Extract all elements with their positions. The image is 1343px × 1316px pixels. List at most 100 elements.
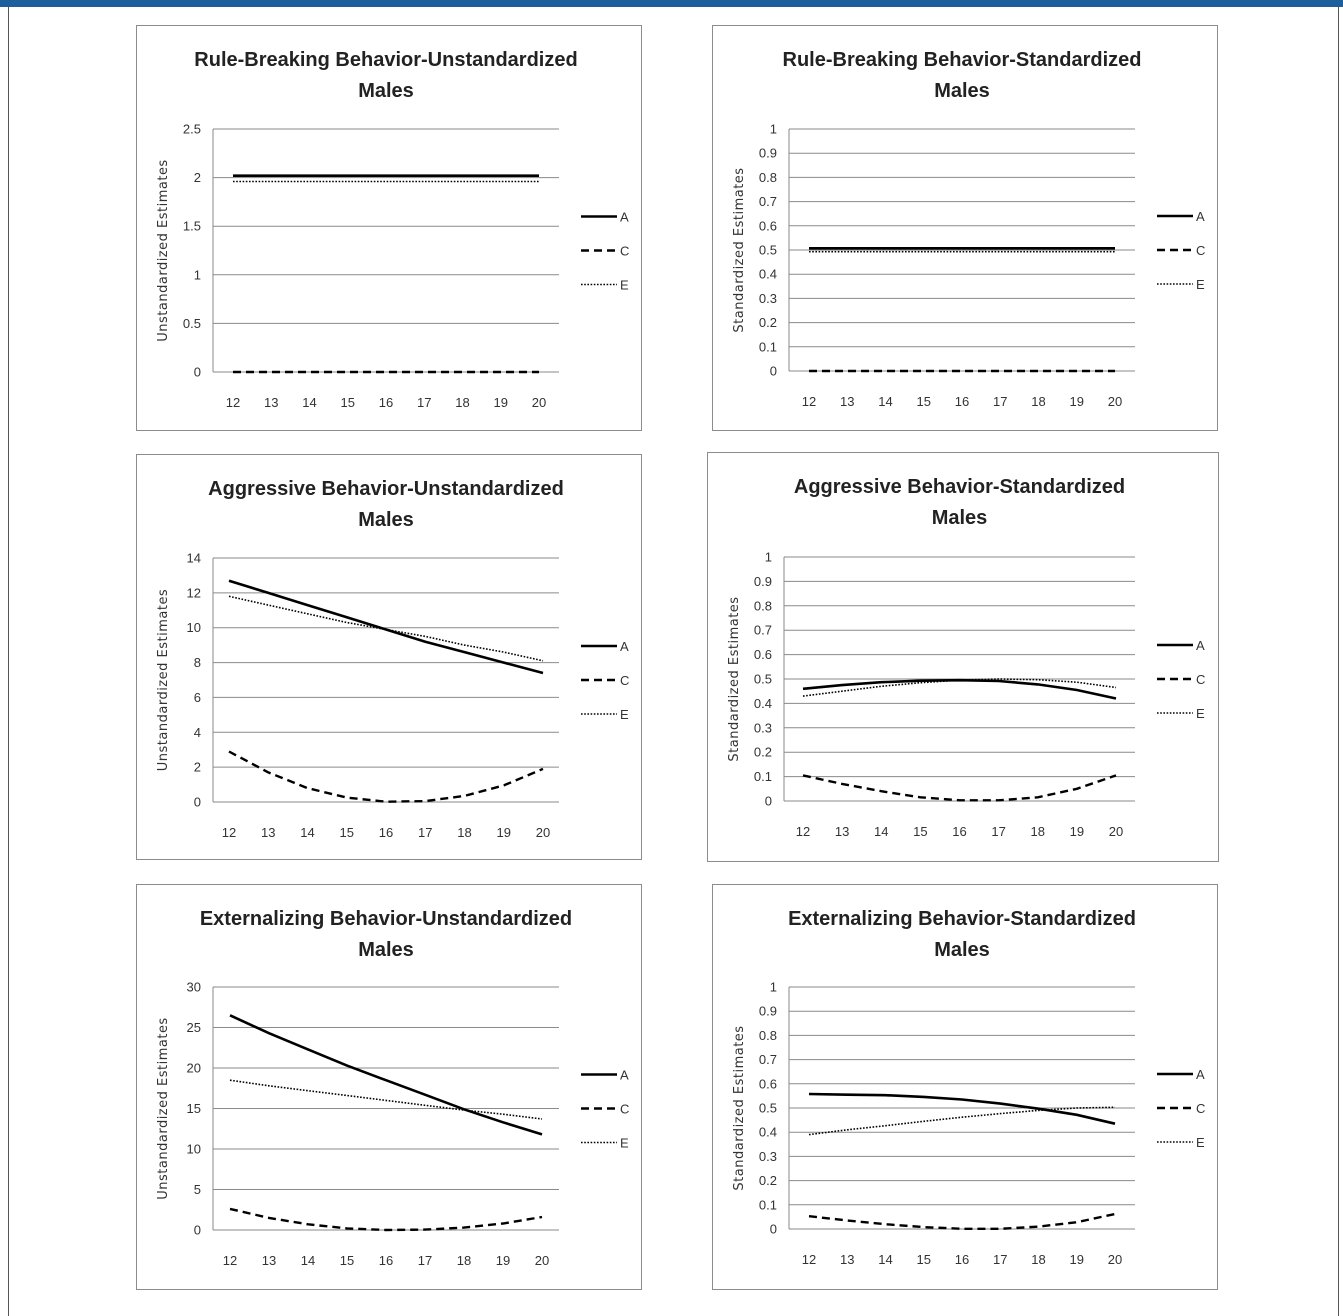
series-line-a — [802, 678, 1117, 700]
x-tick-label: 14 — [878, 394, 892, 409]
chart-panel-externalizing-unstandardized: Externalizing Behavior-Unstandardized Mal… — [136, 884, 642, 1290]
x-tick-label: 20 — [1108, 394, 1122, 409]
y-tick-label: 0.5 — [754, 672, 772, 687]
x-tick-label: 16 — [952, 824, 966, 839]
chart-subtitle: Males — [934, 939, 990, 961]
legend-label: A — [620, 639, 629, 654]
x-tick-label: 17 — [418, 1253, 432, 1268]
legend-label: C — [1196, 1101, 1205, 1116]
x-tick-label: 14 — [302, 395, 316, 410]
x-tick-label: 17 — [417, 395, 431, 410]
series-line-e — [808, 1106, 1116, 1136]
x-tick-label: 12 — [226, 395, 240, 410]
y-tick-label: 0.2 — [759, 315, 777, 330]
y-tick-label: 0.8 — [759, 170, 777, 185]
legend-label: A — [1196, 1067, 1205, 1082]
x-tick-label: 12 — [802, 1252, 816, 1267]
x-tick-label: 19 — [1070, 394, 1084, 409]
chart-panel-rule-breaking-unstandardized: Rule-Breaking Behavior-Unstandardized Mal… — [136, 25, 642, 431]
y-tick-label: 0.3 — [754, 720, 772, 735]
legend-label: C — [1196, 243, 1205, 258]
y-axis-label: Standardized Estimates — [727, 596, 742, 761]
y-tick-label: 12 — [187, 585, 201, 600]
y-tick-label: 2 — [194, 170, 201, 185]
y-tick-label: 0.4 — [759, 267, 777, 282]
chart-svg-2: Aggressive Behavior-Unstandardized Males 0… — [156, 478, 629, 840]
y-tick-label: 0 — [770, 1222, 777, 1237]
legend-label: A — [1196, 209, 1205, 224]
x-tick-label: 12 — [222, 825, 236, 840]
x-tick-label: 13 — [261, 825, 275, 840]
y-tick-label: 4 — [194, 725, 201, 740]
x-tick-label: 15 — [340, 825, 354, 840]
y-tick-label: 0.2 — [759, 1173, 777, 1188]
x-tick-label: 12 — [796, 824, 810, 839]
y-tick-label: 10 — [187, 620, 201, 635]
chart-subtitle: Males — [358, 939, 414, 961]
x-tick-label: 18 — [457, 825, 471, 840]
chart-svg-5: Externalizing Behavior-Standardized Males… — [732, 908, 1205, 1267]
y-tick-label: 15 — [187, 1101, 201, 1116]
x-tick-label: 20 — [532, 395, 546, 410]
x-tick-label: 17 — [991, 824, 1005, 839]
y-tick-label: 0.5 — [759, 1101, 777, 1116]
x-tick-label: 18 — [1031, 394, 1045, 409]
chart-title: Aggressive Behavior-Standardized — [794, 476, 1125, 498]
y-tick-label: 0.7 — [759, 194, 777, 209]
y-tick-label: 0 — [194, 1223, 201, 1238]
series-line-a — [229, 1014, 543, 1136]
chart-panel-rule-breaking-standardized: Rule-Breaking Behavior-Standardized Males… — [712, 25, 1218, 431]
x-tick-label: 19 — [496, 1253, 510, 1268]
x-tick-label: 16 — [955, 394, 969, 409]
y-tick-label: 1 — [765, 550, 772, 565]
y-axis-label: Unstandardized Estimates — [156, 589, 171, 771]
legend-label: E — [1196, 1135, 1205, 1150]
x-tick-label: 17 — [993, 1252, 1007, 1267]
x-tick-label: 13 — [840, 394, 854, 409]
y-tick-label: 1 — [770, 980, 777, 995]
y-tick-label: 2 — [194, 760, 201, 775]
y-tick-label: 25 — [187, 1020, 201, 1035]
chart-subtitle: Males — [932, 507, 988, 529]
legend-label: A — [1196, 638, 1205, 653]
series-line-a — [228, 579, 544, 675]
y-tick-label: 6 — [194, 690, 201, 705]
chart-subtitle: Males — [934, 80, 990, 102]
series-line-e — [228, 595, 544, 662]
y-tick-label: 1.5 — [183, 219, 201, 234]
x-tick-label: 18 — [1031, 1252, 1045, 1267]
chart-panel-aggressive-standardized: Aggressive Behavior-Standardized Males 0 0.… — [707, 452, 1219, 862]
y-tick-label: 8 — [194, 655, 201, 670]
x-tick-label: 17 — [993, 394, 1007, 409]
x-tick-label: 20 — [1109, 824, 1123, 839]
y-tick-label: 0.3 — [759, 291, 777, 306]
x-tick-label: 12 — [223, 1253, 237, 1268]
x-tick-label: 14 — [878, 1252, 892, 1267]
legend-label: C — [620, 244, 629, 259]
series-line-e — [802, 678, 1117, 697]
chart-svg-0: Rule-Breaking Behavior-Unstandardized Mal… — [156, 49, 629, 410]
legend-label: E — [620, 1136, 629, 1151]
y-tick-label: 30 — [187, 980, 201, 995]
x-tick-label: 15 — [340, 1253, 354, 1268]
x-tick-label: 13 — [840, 1252, 854, 1267]
x-tick-label: 15 — [917, 1252, 931, 1267]
legend-label: E — [1196, 706, 1205, 721]
chart-title: Rule-Breaking Behavior-Standardized — [783, 49, 1142, 71]
x-tick-label: 12 — [802, 394, 816, 409]
y-axis-label: Unstandardized Estimates — [156, 1017, 171, 1199]
legend-label: A — [620, 1068, 629, 1083]
y-axis-label: Standardized Estimates — [732, 167, 747, 332]
y-tick-label: 0 — [765, 794, 772, 809]
y-tick-label: 0.8 — [759, 1028, 777, 1043]
y-tick-label: 0.6 — [759, 218, 777, 233]
y-tick-label: 0.1 — [759, 339, 777, 354]
x-tick-label: 20 — [535, 1253, 549, 1268]
y-tick-label: 0.9 — [759, 1004, 777, 1019]
x-tick-label: 20 — [1108, 1252, 1122, 1267]
x-tick-label: 13 — [262, 1253, 276, 1268]
y-tick-label: 0.9 — [754, 574, 772, 589]
y-tick-label: 5 — [194, 1182, 201, 1197]
x-tick-label: 19 — [1070, 824, 1084, 839]
chart-svg-1: Rule-Breaking Behavior-Standardized Males… — [732, 49, 1205, 409]
